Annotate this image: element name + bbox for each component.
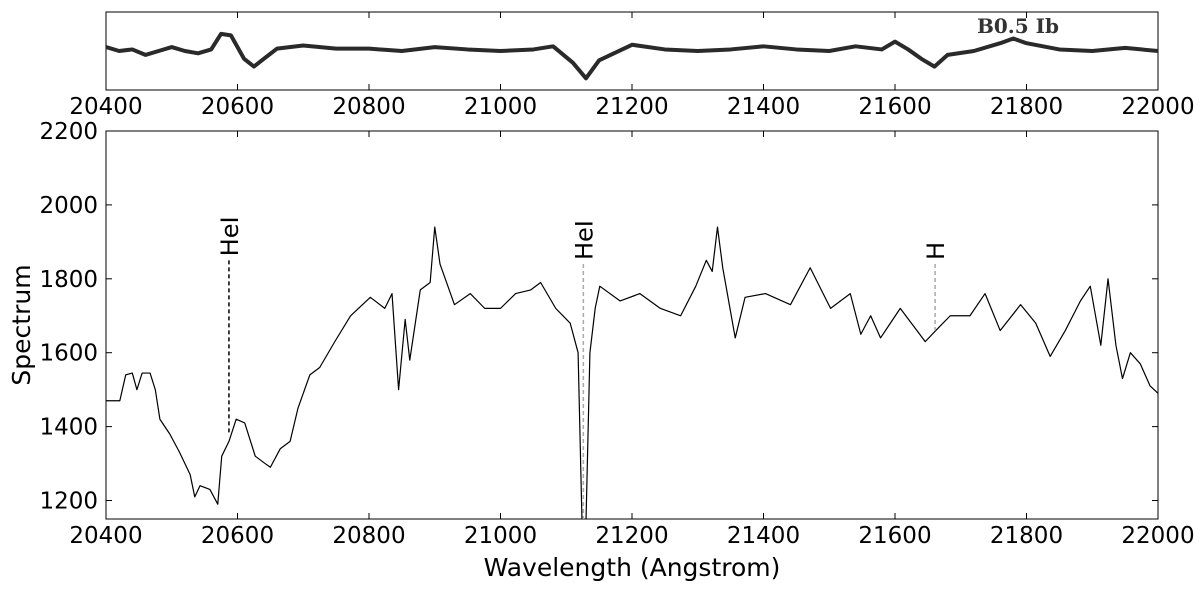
x-tick-label: 21400 — [727, 523, 800, 549]
x-tick-label: 22000 — [1121, 523, 1194, 549]
x-tick-label: 20600 — [201, 94, 274, 120]
x-tick-label: 21800 — [990, 94, 1063, 120]
x-tick-label: 21600 — [858, 523, 931, 549]
y-tick-label: 2200 — [39, 119, 98, 145]
x-axis-label: Wavelength (Angstrom) — [484, 553, 781, 582]
x-tick-label: 20400 — [69, 94, 142, 120]
y-tick-label: 1200 — [39, 489, 98, 515]
x-tick-label: 20800 — [332, 523, 405, 549]
x-tick-label: 20600 — [201, 523, 274, 549]
y-tick-label: 1400 — [39, 415, 98, 441]
x-tick-label: 22000 — [1121, 94, 1194, 120]
y-tick-label: 1800 — [39, 267, 98, 293]
x-tick-label: 21400 — [727, 94, 800, 120]
x-tick-label: 21000 — [464, 94, 537, 120]
x-tick-label: 21000 — [464, 523, 537, 549]
data-line — [106, 226, 1158, 519]
x-tick-label: 21800 — [990, 523, 1063, 549]
x-tick-label: 21200 — [595, 94, 668, 120]
y-tick-label: 2000 — [39, 193, 98, 219]
annotation-label: H — [922, 242, 950, 260]
y-tick-label: 1600 — [39, 341, 98, 367]
annotation-label: HeI — [570, 220, 598, 260]
y-axis-label: Spectrum — [7, 264, 36, 385]
annotation-label: HeI — [216, 216, 244, 256]
chart-title: B0.5 Ib — [977, 14, 1059, 38]
x-tick-label: 21600 — [858, 94, 931, 120]
data-line — [106, 31, 1158, 81]
x-tick-label: 21200 — [595, 523, 668, 549]
x-tick-label: 20800 — [332, 94, 405, 120]
plot-frame — [105, 130, 1159, 520]
x-tick-label: 20400 — [69, 523, 142, 549]
